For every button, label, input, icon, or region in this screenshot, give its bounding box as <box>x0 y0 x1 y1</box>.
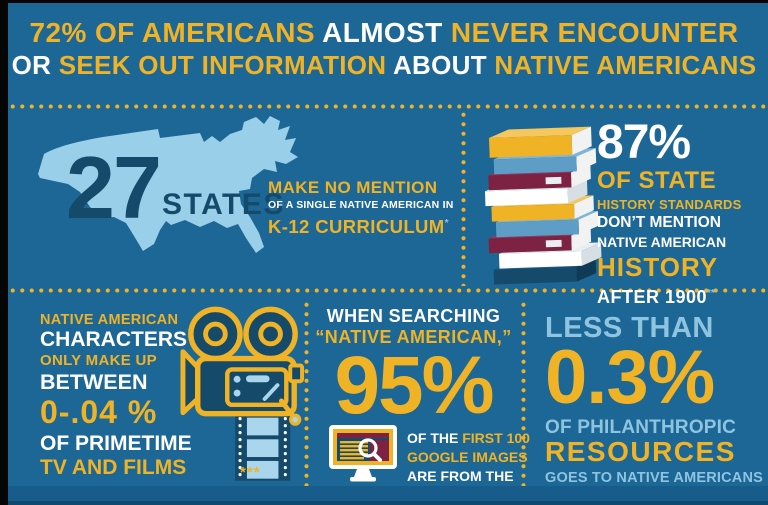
dotted-divider-middle <box>8 288 768 293</box>
characters-line-1: NATIVE AMERICAN <box>40 312 179 328</box>
characters-line-2: CHARACTERS <box>40 328 187 351</box>
header-line-2: OR SEEK OUT INFORMATION ABOUT NATIVE AME… <box>8 50 760 80</box>
history-line-6: AFTER 1900** <box>597 287 715 307</box>
monitor-search-icon <box>328 424 398 484</box>
history-line-3: DON’T MENTION <box>597 214 721 231</box>
philanthropy-line-3: RESOURCES <box>545 436 736 467</box>
philanthropy-line-1: LESS THAN <box>545 312 714 344</box>
characters-footnote: *** <box>240 464 261 481</box>
panel-states-text: MAKE NO MENTION OF A SINGLE NATIVE AMERI… <box>268 178 453 237</box>
page-bottom-edge <box>0 486 768 505</box>
dotted-divider-vertical-bottom-right <box>521 300 526 490</box>
page-bottom-edge-shadow <box>0 501 768 505</box>
characters-line-3: ONLY MAKE UP <box>40 352 157 369</box>
states-line-1: MAKE NO MENTION <box>268 178 438 197</box>
panel-history-text: 87% OF STATE HISTORY STANDARDS DON’T MEN… <box>597 116 742 307</box>
panel-search-text: WHEN SEARCHING “NATIVE AMERICAN,” 95% <box>305 306 522 431</box>
characters-line-6: TV AND FILMS <box>40 456 187 479</box>
philanthropy-line-2: OF PHILANTHROPIC <box>545 417 737 438</box>
philanthropy-stat: 0.3% <box>545 335 715 420</box>
history-line-5: HISTORY <box>597 252 719 282</box>
header-line-1: 72% OF AMERICANS ALMOST NEVER ENCOUNTER <box>8 16 760 50</box>
header-text: NEVER ENCOUNTER <box>450 17 739 48</box>
states-count: 27 <box>66 138 162 237</box>
history-line-1: OF STATE <box>597 167 717 194</box>
page-top-edge-bar <box>0 0 768 3</box>
search-caption-line-2: GOOGLE IMAGES <box>407 449 528 465</box>
header-text: 72% OF AMERICANS <box>29 17 323 48</box>
history-footnote: ** <box>707 288 715 299</box>
panel-philanthropy-text: LESS THAN 0.3% OF PHILANTHROPIC RESOURCE… <box>545 313 763 487</box>
header-text: SEEK OUT INFORMATION <box>58 50 393 80</box>
search-line-2: “NATIVE AMERICAN,” <box>315 327 512 347</box>
dotted-divider-top <box>8 104 768 109</box>
book-stack-icon <box>484 119 606 291</box>
history-line-4: NATIVE AMERICAN <box>597 234 727 250</box>
search-caption-line-3: ARE FROM THE <box>407 468 514 484</box>
header-title: 72% OF AMERICANS ALMOST NEVER ENCOUNTER … <box>8 16 760 80</box>
panel-characters-text: NATIVE AMERICAN CHARACTERS ONLY MAKE UP … <box>40 312 192 479</box>
characters-line-4: BETWEEN <box>40 370 148 394</box>
search-stat: 95% <box>334 340 494 431</box>
header-text: ABOUT <box>392 50 495 80</box>
states-count-label: STATES <box>162 188 285 221</box>
movie-camera-icon <box>180 305 306 485</box>
search-caption-line-1: OF THE FIRST 100 <box>407 430 530 446</box>
states-line-2: OF A SINGLE NATIVE AMERICAN IN <box>268 199 454 211</box>
header-text: ALMOST <box>322 17 451 48</box>
history-stat: 87% <box>597 116 691 169</box>
philanthropy-line-4: GOES TO NATIVE AMERICANS <box>545 470 764 486</box>
states-line-3: K-12 CURRICULUM* <box>268 216 449 238</box>
header-text: OR <box>11 50 59 80</box>
header-text: NATIVE AMERICANS <box>494 50 757 80</box>
characters-line-5: OF PRIMETIME <box>40 432 192 455</box>
usa-map-icon <box>28 114 328 286</box>
dotted-divider-vertical-top <box>461 110 466 286</box>
dotted-divider-vertical-bottom-left <box>304 300 309 490</box>
characters-stat: 0-.04 % <box>40 394 158 430</box>
states-footnote: * <box>444 218 449 229</box>
history-line-2: HISTORY STANDARDS <box>597 197 742 212</box>
search-line-1: WHEN SEARCHING <box>326 306 501 326</box>
page-left-edge-bar <box>0 0 8 505</box>
